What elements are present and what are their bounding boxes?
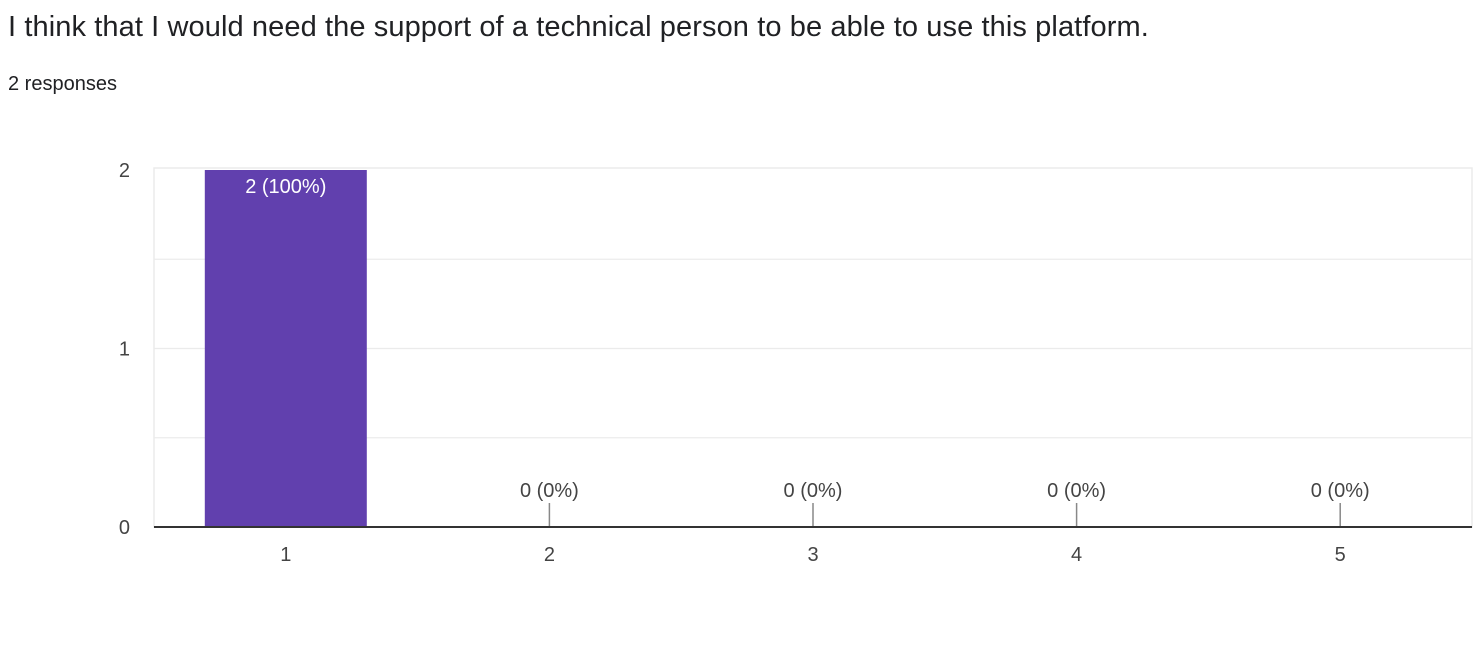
bar-data-label: 0 (0%) (1047, 480, 1106, 502)
bar-data-label: 0 (0%) (1311, 480, 1370, 502)
bar-data-label: 0 (0%) (520, 480, 579, 502)
response-count: 2 responses (8, 73, 117, 95)
x-tick-label: 3 (807, 544, 818, 566)
question-title: I think that I would need the support of… (8, 11, 1149, 43)
y-tick-label: 0 (119, 517, 130, 539)
bar (204, 170, 367, 527)
x-tick-label: 1 (280, 544, 291, 566)
bar-data-label: 2 (100%) (245, 176, 326, 198)
y-tick-label: 2 (119, 160, 130, 182)
y-tick-label: 1 (119, 339, 130, 361)
x-tick-label: 5 (1335, 544, 1346, 566)
x-tick-label: 4 (1071, 544, 1082, 566)
x-tick-label: 2 (544, 544, 555, 566)
bar-data-label: 0 (0%) (784, 480, 843, 502)
